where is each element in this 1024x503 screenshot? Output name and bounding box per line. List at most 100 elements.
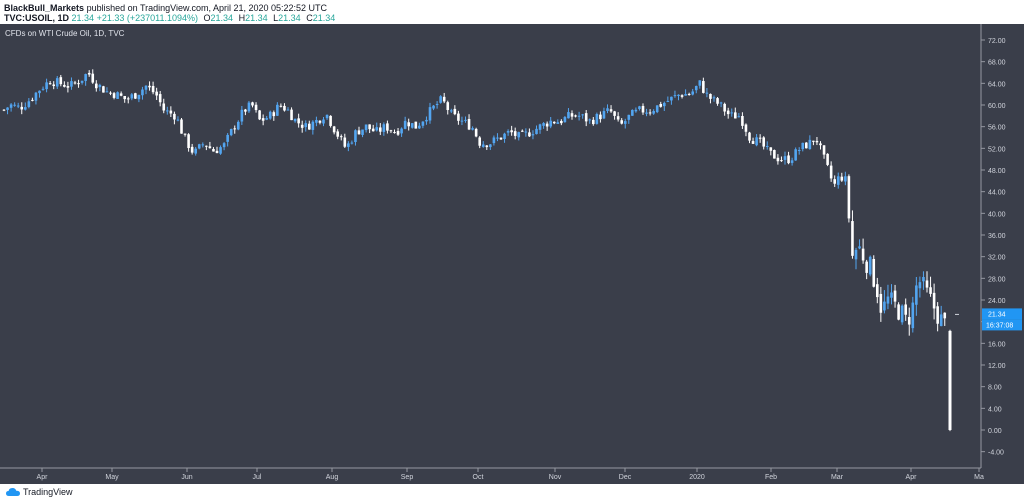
candle-body xyxy=(268,111,272,119)
candle-body xyxy=(109,92,112,94)
candle-body xyxy=(904,304,907,315)
candle-body xyxy=(844,176,847,182)
candle-body xyxy=(464,119,467,121)
candle-body xyxy=(677,94,680,96)
y-tick-label: 52.00 xyxy=(988,146,1006,153)
x-tick-label: Feb xyxy=(765,474,777,481)
candle-body xyxy=(91,73,95,83)
candle-body xyxy=(545,123,549,127)
y-tick-label: 0.00 xyxy=(988,428,1002,435)
candle-body xyxy=(24,107,27,110)
candle-body xyxy=(670,96,673,101)
candle-body xyxy=(726,110,730,115)
candle-body xyxy=(489,144,492,148)
candle-body xyxy=(900,305,904,323)
candle-body xyxy=(460,120,464,122)
candle-body xyxy=(205,145,208,147)
candle-body xyxy=(812,140,815,142)
candle-body xyxy=(130,94,134,99)
candle-body xyxy=(187,134,190,149)
candle-body xyxy=(318,120,322,123)
x-tick-label: Apr xyxy=(37,474,49,481)
y-tick-label: 72.00 xyxy=(988,38,1006,45)
candle-body xyxy=(144,85,148,90)
candle-body xyxy=(34,92,38,101)
candle-body xyxy=(322,119,325,124)
price-chart[interactable]: CFDs on WTI Crude Oil, 1D, TVC -4.00 0.00… xyxy=(0,24,1024,484)
candle-body xyxy=(744,124,748,132)
y-tick-label: 36.00 xyxy=(988,233,1006,240)
candle-body xyxy=(666,100,670,102)
candle-body xyxy=(854,249,858,260)
candle-body xyxy=(925,280,929,288)
candle-body xyxy=(780,160,783,162)
candle-body xyxy=(410,123,414,128)
x-tick-label: Sep xyxy=(401,474,414,481)
candle-body xyxy=(176,119,180,121)
candle-body xyxy=(599,114,602,120)
candle-body xyxy=(2,109,6,111)
candle-body xyxy=(45,82,48,90)
candle-body xyxy=(59,77,63,85)
candle-body xyxy=(577,115,581,117)
footer: TradingView xyxy=(6,487,73,497)
candle-body xyxy=(350,142,354,144)
candle-body xyxy=(41,88,45,90)
candle-body xyxy=(801,142,805,150)
countdown-marker xyxy=(982,319,1022,331)
candle-body xyxy=(911,302,915,329)
candle-body xyxy=(137,94,141,100)
y-tick-label: 32.00 xyxy=(988,255,1006,262)
price-change: +21.33 (+237011.1094%) xyxy=(96,13,198,23)
candle-body xyxy=(652,111,655,114)
candle-body xyxy=(134,93,137,99)
candle-body xyxy=(396,131,400,135)
candle-body xyxy=(787,155,790,164)
candle-body xyxy=(705,92,709,94)
candle-body xyxy=(315,119,318,123)
candle-body xyxy=(634,109,638,112)
candle-body xyxy=(805,142,808,149)
y-tick-label: -4.00 xyxy=(988,450,1004,457)
candle-body xyxy=(300,124,304,128)
candle-body xyxy=(563,117,567,123)
candle-body xyxy=(247,102,251,112)
candle-body xyxy=(251,102,254,106)
candle-body xyxy=(73,82,77,84)
price-axis[interactable] xyxy=(981,24,1024,468)
candle-body xyxy=(6,107,9,110)
candle-body xyxy=(119,93,123,96)
candle-body xyxy=(481,144,485,147)
author-name[interactable]: BlackBull_Markets xyxy=(4,3,85,13)
candle-body xyxy=(797,149,801,151)
candle-body xyxy=(180,119,183,134)
candle-body xyxy=(815,140,819,143)
candle-body xyxy=(638,106,641,110)
candle-body xyxy=(379,127,382,132)
candle-body xyxy=(16,105,20,107)
time-axis[interactable] xyxy=(0,468,1024,484)
x-tick-label: Ma xyxy=(974,474,984,481)
candle-body xyxy=(233,128,237,130)
candle-body xyxy=(151,85,155,93)
candle-body xyxy=(570,113,574,117)
candle-body xyxy=(173,113,176,120)
y-tick-label: 16.00 xyxy=(988,341,1006,348)
candle-body xyxy=(421,121,425,126)
candle-body xyxy=(229,129,233,136)
candle-body xyxy=(435,103,439,105)
candle-body xyxy=(645,112,648,114)
candle-body xyxy=(613,111,616,116)
tradingview-brand[interactable]: TradingView xyxy=(23,487,73,497)
x-tick-label: Apr xyxy=(906,474,918,481)
candle-body xyxy=(162,103,166,111)
current-price-label: 21.34 xyxy=(988,311,1006,318)
candle-body xyxy=(219,147,222,154)
candle-body xyxy=(414,121,418,129)
candle-body xyxy=(709,93,712,99)
candle-body xyxy=(535,128,538,135)
x-tick-label: Mar xyxy=(831,474,844,481)
candle-body xyxy=(567,112,570,119)
plot-background xyxy=(0,24,981,468)
open-label: O xyxy=(203,13,211,23)
